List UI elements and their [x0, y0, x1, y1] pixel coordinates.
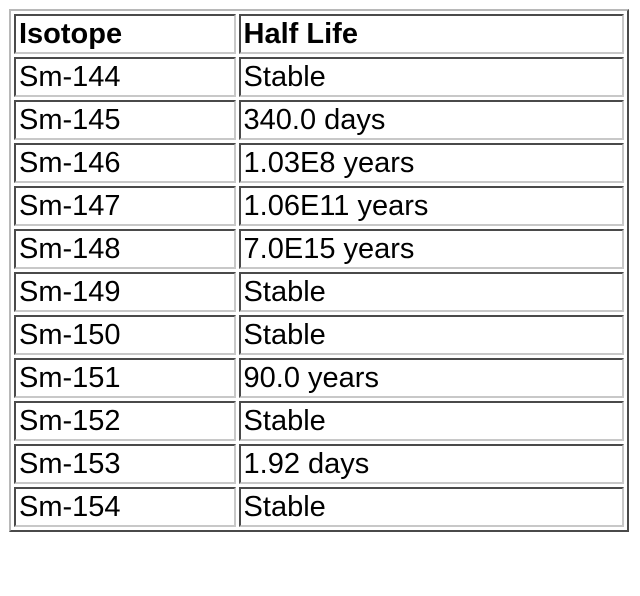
- isotope-cell: Sm-148: [14, 229, 236, 269]
- table-row: Sm-154 Stable: [14, 487, 624, 527]
- half-life-cell: 1.92 days: [238, 444, 624, 484]
- table-header-row: Isotope Half Life: [14, 14, 624, 54]
- isotope-cell: Sm-151: [14, 358, 236, 398]
- half-life-cell: 90.0 years: [238, 358, 624, 398]
- half-life-cell: Stable: [238, 401, 624, 441]
- isotope-cell: Sm-154: [14, 487, 236, 527]
- header-half-life: Half Life: [238, 14, 624, 54]
- table-row: Sm-153 1.92 days: [14, 444, 624, 484]
- half-life-cell: 1.06E11 years: [238, 186, 624, 226]
- isotope-table-container: Isotope Half Life Sm-144 Stable Sm-145 3…: [9, 9, 629, 532]
- header-isotope: Isotope: [14, 14, 236, 54]
- isotope-cell: Sm-147: [14, 186, 236, 226]
- half-life-cell: Stable: [238, 487, 624, 527]
- table-row: Sm-146 1.03E8 years: [14, 143, 624, 183]
- table-row: Sm-148 7.0E15 years: [14, 229, 624, 269]
- table-row: Sm-152 Stable: [14, 401, 624, 441]
- isotope-cell: Sm-145: [14, 100, 236, 140]
- isotope-half-life-table: Isotope Half Life Sm-144 Stable Sm-145 3…: [9, 9, 629, 532]
- table-row: Sm-145 340.0 days: [14, 100, 624, 140]
- table-row: Sm-149 Stable: [14, 272, 624, 312]
- isotope-cell: Sm-150: [14, 315, 236, 355]
- isotope-cell: Sm-153: [14, 444, 236, 484]
- table-row: Sm-151 90.0 years: [14, 358, 624, 398]
- half-life-cell: 1.03E8 years: [238, 143, 624, 183]
- isotope-cell: Sm-144: [14, 57, 236, 97]
- table-row: Sm-147 1.06E11 years: [14, 186, 624, 226]
- half-life-cell: Stable: [238, 315, 624, 355]
- half-life-cell: 7.0E15 years: [238, 229, 624, 269]
- half-life-cell: Stable: [238, 57, 624, 97]
- table-row: Sm-150 Stable: [14, 315, 624, 355]
- isotope-cell: Sm-152: [14, 401, 236, 441]
- isotope-cell: Sm-149: [14, 272, 236, 312]
- isotope-cell: Sm-146: [14, 143, 236, 183]
- half-life-cell: Stable: [238, 272, 624, 312]
- table-row: Sm-144 Stable: [14, 57, 624, 97]
- half-life-cell: 340.0 days: [238, 100, 624, 140]
